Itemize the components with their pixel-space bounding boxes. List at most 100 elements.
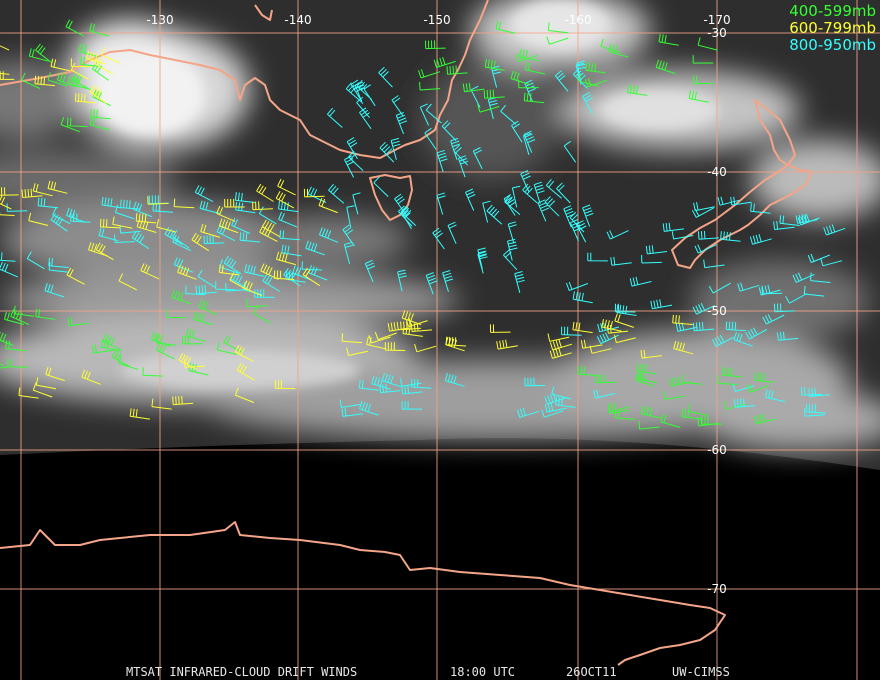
wind-barb: [745, 327, 768, 340]
wind-barb: [640, 405, 661, 419]
wind-barb: [215, 281, 236, 291]
wind-barbs: [0, 19, 846, 430]
wind-barb: [35, 308, 56, 320]
wind-barb: [239, 232, 261, 243]
wind-barb: [307, 186, 327, 203]
wind-barb: [98, 227, 119, 242]
wind-barb: [569, 219, 582, 242]
wind-barb: [803, 408, 825, 417]
wind-barb: [447, 221, 457, 244]
wind-barb: [500, 104, 517, 125]
wind-barb: [253, 306, 272, 324]
wind-barb: [344, 155, 355, 178]
wind-barb: [342, 224, 355, 247]
wind-barb: [156, 219, 177, 233]
wind-barb: [67, 76, 88, 90]
wind-barb: [472, 147, 483, 170]
wind-barb: [688, 403, 709, 416]
wind-barb: [554, 70, 569, 92]
wind-barb: [381, 372, 402, 388]
wind-barb: [549, 348, 572, 359]
wind-barb: [717, 375, 738, 386]
wind-barb: [606, 230, 629, 240]
wind-barb: [66, 207, 86, 223]
wind-barb: [100, 218, 121, 229]
wind-barb: [343, 241, 354, 264]
wind-barb: [547, 333, 570, 342]
wind-barb: [477, 104, 500, 113]
wind-barb: [172, 229, 190, 249]
latitude-label: -60: [707, 443, 727, 457]
wind-barb: [91, 344, 114, 354]
wind-barb: [711, 334, 734, 347]
wind-barb: [172, 395, 194, 406]
wind-barb: [166, 309, 187, 319]
wind-barb: [281, 244, 302, 257]
wind-barb: [792, 272, 815, 283]
wind-barb: [260, 263, 279, 280]
wind-barb: [432, 227, 445, 250]
latitude-label: -50: [707, 304, 727, 318]
wind-barb: [185, 328, 206, 342]
wind-barb: [734, 398, 756, 408]
latitude-label: -30: [707, 26, 727, 40]
wind-barb: [733, 331, 753, 347]
wind-barb: [258, 206, 277, 225]
wind-barb: [328, 183, 345, 204]
wind-barb: [520, 170, 531, 193]
wind-barb: [50, 58, 71, 72]
latitude-label: -40: [707, 165, 727, 179]
wind-barb: [414, 343, 437, 353]
wind-barb: [394, 193, 407, 216]
wind-barb: [708, 282, 731, 294]
wind-barb: [544, 393, 567, 405]
wind-barb: [450, 137, 461, 160]
wind-barb: [572, 321, 593, 334]
wind-barb: [132, 201, 153, 218]
wind-barb: [373, 176, 389, 197]
wind-barb: [101, 47, 120, 64]
wind-barb: [277, 178, 296, 196]
wind-barb: [614, 409, 636, 420]
wind-barb: [672, 314, 693, 325]
wind-barb: [582, 91, 593, 115]
wind-barb: [216, 205, 236, 222]
wind-barb: [224, 199, 245, 208]
wind-barb: [692, 75, 714, 85]
wind-barb: [701, 416, 722, 425]
wind-barb: [400, 378, 422, 387]
wind-barb: [182, 335, 203, 345]
wind-barb: [150, 331, 171, 347]
longitude-label: -130: [146, 13, 173, 27]
wind-barb: [694, 244, 717, 254]
wind-barb: [522, 183, 538, 204]
wind-barb: [477, 247, 488, 270]
wind-barb: [147, 196, 169, 205]
wind-barb: [37, 197, 59, 209]
wind-barb: [274, 380, 296, 390]
wind-barb: [641, 254, 662, 264]
wind-barb: [774, 303, 795, 313]
wind-barb: [67, 117, 88, 128]
footer-source: UW-CIMSS: [672, 665, 730, 679]
wind-barb: [303, 188, 325, 198]
wind-barb: [0, 331, 14, 346]
wind-barb: [725, 321, 747, 332]
wind-barb: [218, 264, 240, 276]
wind-barb: [13, 305, 35, 317]
wind-barb: [89, 116, 110, 131]
wind-barb: [441, 120, 457, 141]
wind-barb: [234, 344, 254, 362]
wind-barb: [308, 265, 328, 281]
wind-barb: [327, 107, 343, 128]
wind-barb: [92, 89, 112, 107]
wind-barb: [610, 256, 632, 266]
wind-barb: [737, 282, 760, 292]
wind-barb: [198, 299, 218, 316]
wind-barb: [318, 197, 338, 214]
wind-barb: [401, 401, 423, 410]
wind-barb: [114, 234, 135, 243]
wind-barb: [129, 408, 150, 420]
wind-barb: [7, 358, 28, 368]
